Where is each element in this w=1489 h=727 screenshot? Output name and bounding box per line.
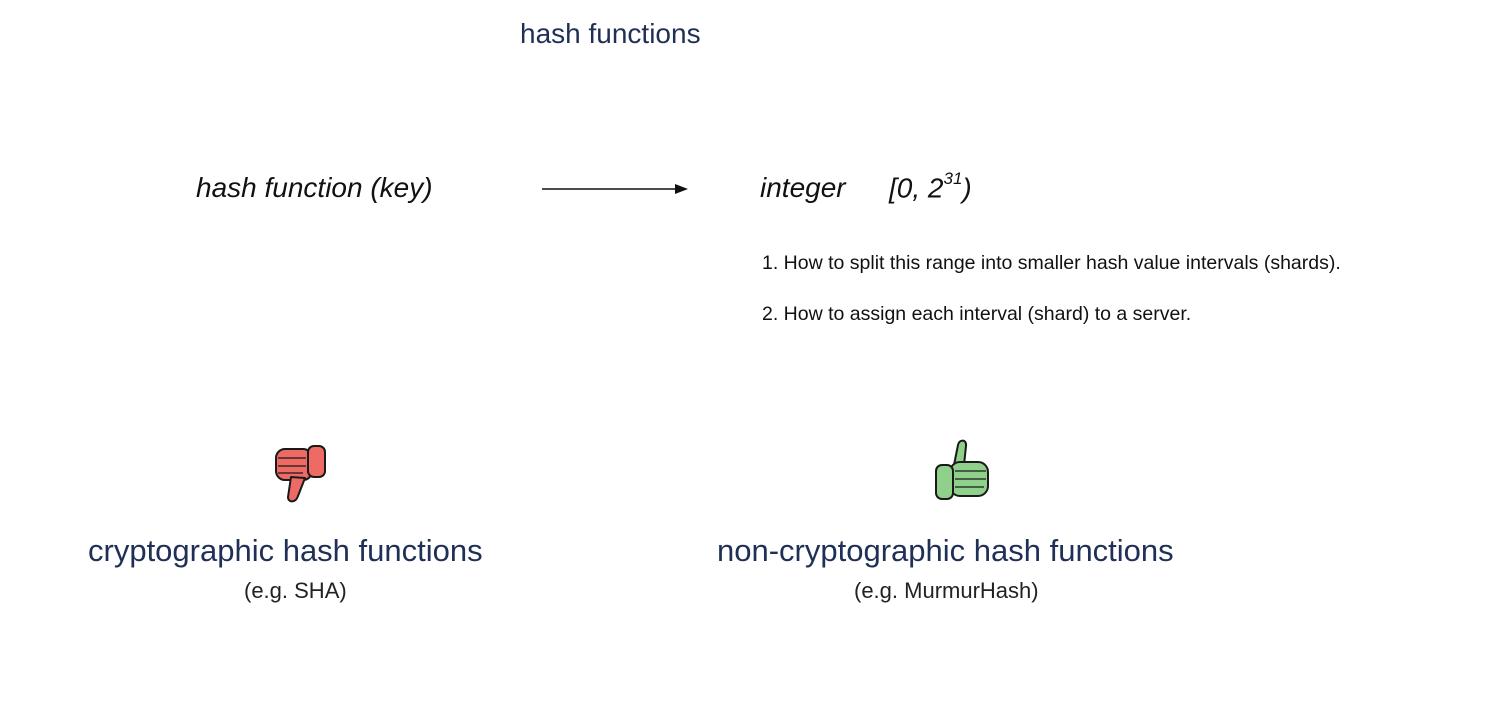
step-item-assign-shards: 2. How to assign each interval (shard) t… — [762, 303, 1192, 325]
non-cryptographic-example: (e.g. MurmurHash) — [854, 578, 1039, 603]
thumbs-down-icon — [275, 445, 326, 503]
range-prefix: [0, 2 — [889, 172, 944, 204]
page-title: hash functions — [520, 18, 701, 49]
cryptographic-hash-label: cryptographic hash functions — [88, 533, 483, 568]
integer-output: integer — [760, 172, 846, 203]
cryptographic-example: (e.g. SHA) — [244, 578, 347, 603]
hash-function-input: hash function (key) — [196, 172, 433, 203]
step-item-split-range: 1. How to split this range into smaller … — [762, 252, 1341, 274]
mapping-arrow — [542, 184, 688, 194]
thumbs-up-icon — [935, 439, 989, 500]
range-exponent: 31 — [943, 169, 963, 188]
range-suffix: ) — [962, 172, 972, 204]
integer-range: [0, 231) — [889, 169, 972, 204]
non-cryptographic-hash-label: non-cryptographic hash functions — [717, 533, 1174, 568]
